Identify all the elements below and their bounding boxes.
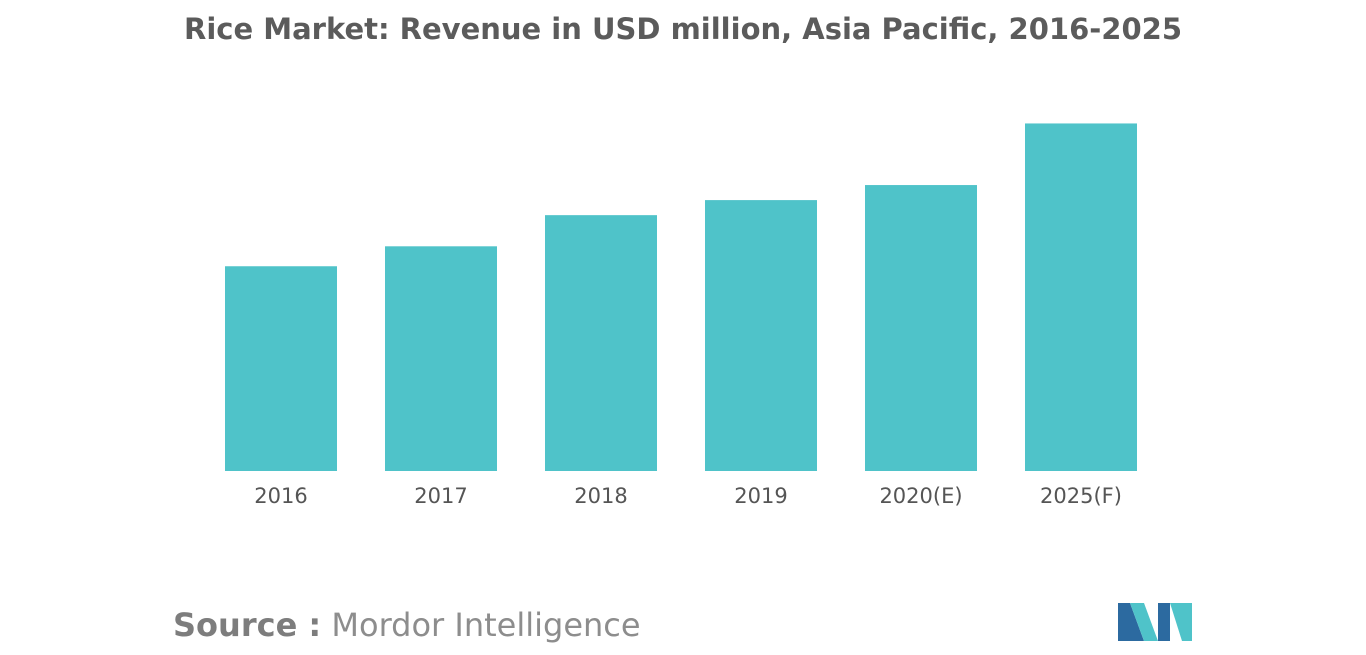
x-tick-label: 2019 [734, 484, 787, 508]
source-attribution: Source : Mordor Intelligence [173, 606, 641, 644]
bar-2025-f [1025, 123, 1137, 471]
x-tick-label: 2025(F) [1040, 484, 1122, 508]
source-label: Source : [173, 606, 322, 644]
mordor-intelligence-logo-icon [1118, 603, 1192, 641]
x-tick-label: 2020(E) [879, 484, 962, 508]
bar-2017 [385, 246, 497, 471]
bar-2018 [545, 215, 657, 471]
source-name: Mordor Intelligence [331, 606, 641, 644]
bar-2019 [705, 200, 817, 471]
x-tick-label: 2016 [254, 484, 307, 508]
x-tick-label: 2018 [574, 484, 627, 508]
x-tick-label: 2017 [414, 484, 467, 508]
bar-2016 [225, 266, 337, 471]
bars-group [225, 123, 1137, 472]
bar-chart: 2016 2017 2018 2019 2020(E) 2025(F) [225, 123, 1137, 508]
chart-title: Rice Market: Revenue in USD million, Asi… [183, 12, 1182, 46]
bar-2020-e [865, 185, 977, 472]
x-tick-labels: 2016 2017 2018 2019 2020(E) 2025(F) [254, 484, 1122, 508]
